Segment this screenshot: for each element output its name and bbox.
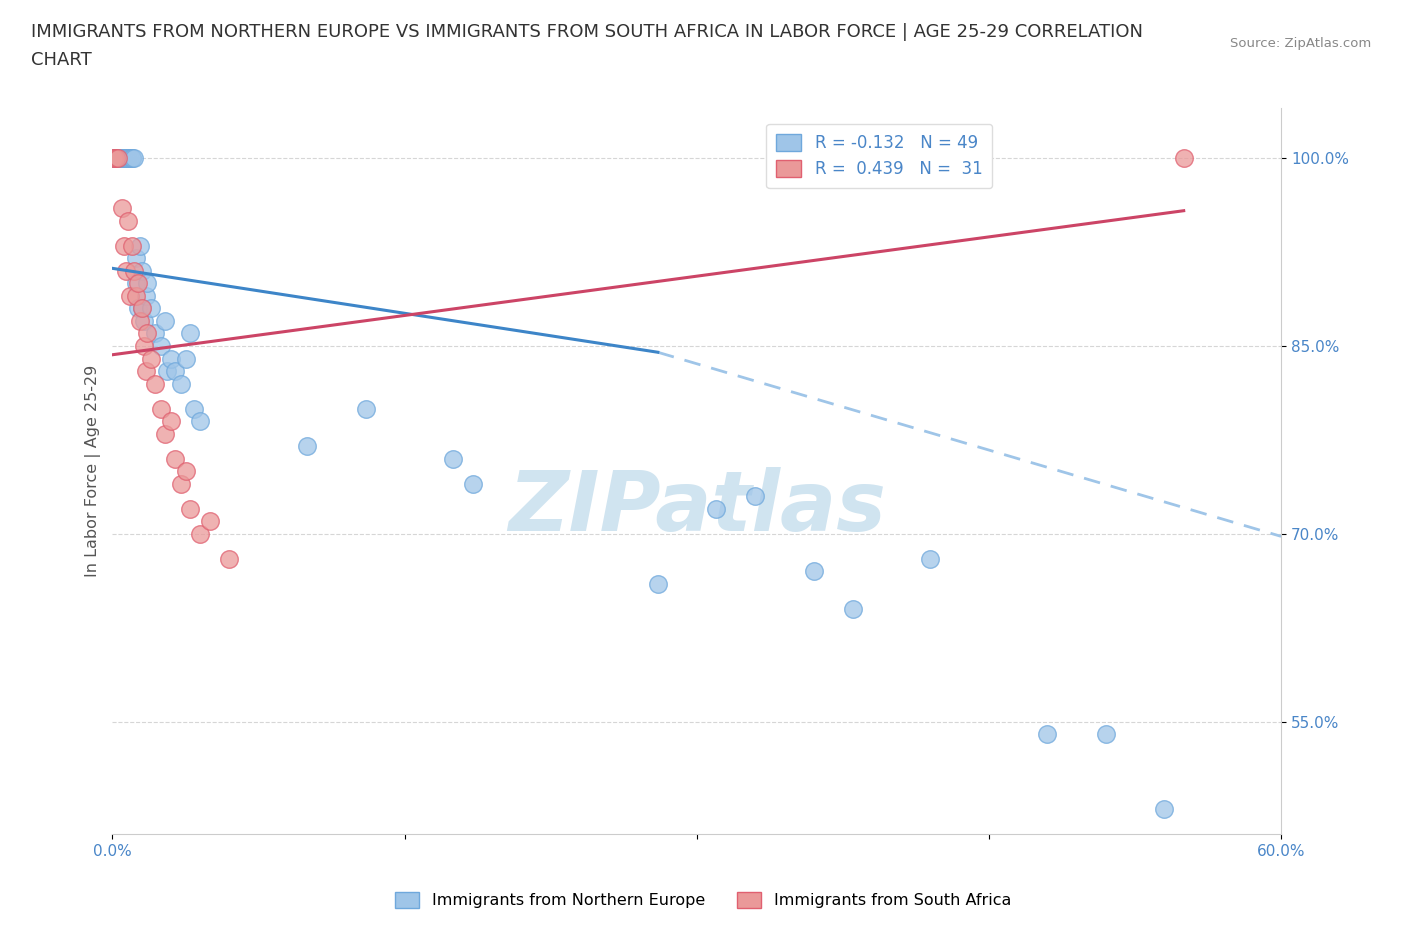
Point [141, 351, 163, 365]
Point [136, 276, 159, 291]
Point [169, 476, 191, 491]
Y-axis label: In Labor Force | Age 25-29: In Labor Force | Age 25-29 [86, 365, 101, 578]
Point [153, 426, 176, 441]
Point [122, 263, 145, 278]
Point [125, 251, 148, 266]
Point [118, 151, 141, 166]
Point [135, 288, 157, 303]
Point [117, 151, 139, 166]
Point [803, 564, 825, 578]
Point [125, 276, 148, 291]
Point [128, 313, 150, 328]
Text: Source: ZipAtlas.com: Source: ZipAtlas.com [1230, 37, 1371, 50]
Point [103, 151, 125, 166]
Point [118, 288, 141, 303]
Point [153, 313, 176, 328]
Point [117, 213, 139, 228]
Point [115, 263, 138, 278]
Point [176, 351, 198, 365]
Point [132, 339, 155, 353]
Point [136, 326, 159, 341]
Point [111, 151, 134, 166]
Point [354, 401, 377, 416]
Point [188, 414, 211, 429]
Point [183, 401, 205, 416]
Point [163, 364, 186, 379]
Point [105, 151, 128, 166]
Point [107, 151, 129, 166]
Point [744, 489, 766, 504]
Point [125, 288, 148, 303]
Point [121, 151, 143, 166]
Point [105, 151, 128, 166]
Point [141, 301, 163, 316]
Point [107, 151, 129, 166]
Point [112, 151, 135, 166]
Point [920, 551, 942, 566]
Point [121, 238, 143, 253]
Point [150, 339, 173, 353]
Point [1173, 151, 1195, 166]
Point [143, 376, 166, 391]
Point [461, 476, 484, 491]
Legend: R = -0.132   N = 49, R =  0.439   N =  31: R = -0.132 N = 49, R = 0.439 N = 31 [766, 124, 993, 188]
Point [108, 151, 131, 166]
Point [647, 577, 669, 591]
Point [111, 201, 134, 216]
Legend: Immigrants from Northern Europe, Immigrants from South Africa: Immigrants from Northern Europe, Immigra… [388, 885, 1018, 914]
Point [115, 151, 138, 166]
Point [131, 301, 153, 316]
Point [103, 151, 125, 166]
Point [163, 451, 186, 466]
Point [103, 151, 125, 166]
Point [122, 151, 145, 166]
Point [112, 238, 135, 253]
Point [127, 276, 149, 291]
Point [135, 364, 157, 379]
Point [179, 326, 201, 341]
Point [1036, 727, 1059, 742]
Point [132, 313, 155, 328]
Point [198, 514, 221, 529]
Point [121, 151, 143, 166]
Point [150, 401, 173, 416]
Point [704, 501, 727, 516]
Text: IMMIGRANTS FROM NORTHERN EUROPE VS IMMIGRANTS FROM SOUTH AFRICA IN LABOR FORCE |: IMMIGRANTS FROM NORTHERN EUROPE VS IMMIG… [31, 23, 1143, 41]
Point [441, 451, 464, 466]
Point [176, 464, 198, 479]
Text: ZIPatlas: ZIPatlas [508, 467, 886, 548]
Point [131, 263, 153, 278]
Point [111, 151, 134, 166]
Point [127, 301, 149, 316]
Point [156, 364, 179, 379]
Text: CHART: CHART [31, 51, 91, 69]
Point [1094, 727, 1116, 742]
Point [188, 526, 211, 541]
Point [169, 376, 191, 391]
Point [131, 301, 153, 316]
Point [1153, 802, 1175, 817]
Point [128, 238, 150, 253]
Point [218, 551, 240, 566]
Point [143, 326, 166, 341]
Point [115, 151, 138, 166]
Point [179, 501, 201, 516]
Point [841, 602, 863, 617]
Point [160, 351, 183, 365]
Point [103, 151, 125, 166]
Point [295, 439, 318, 454]
Point [160, 414, 183, 429]
